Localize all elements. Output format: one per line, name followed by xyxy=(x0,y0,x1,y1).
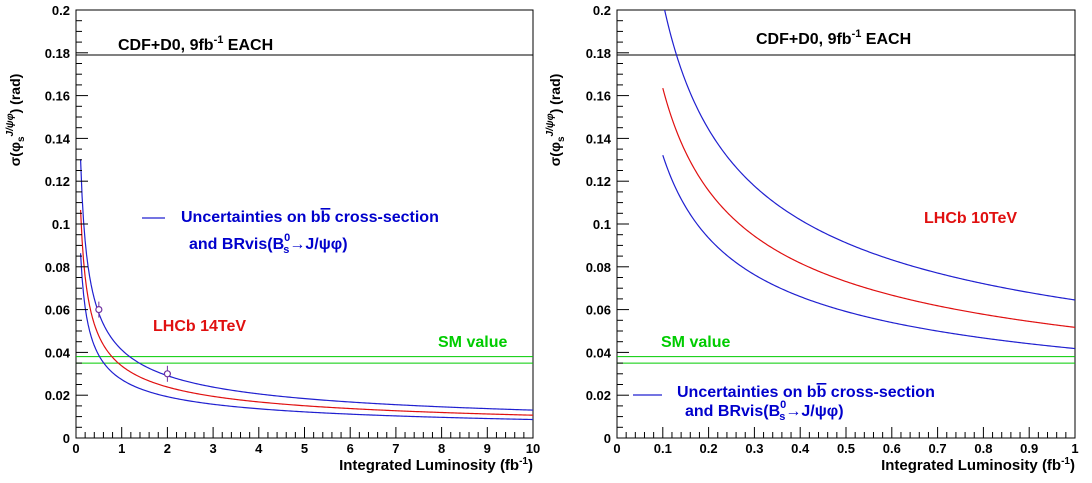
y-tick-label: 0.2 xyxy=(52,3,70,18)
x-tick-label: 3 xyxy=(209,441,216,456)
x-tick-label: 0.3 xyxy=(745,441,763,456)
legend-text-line-2: and BRvis(B0 s→J/ψφ) xyxy=(189,232,348,256)
annotation-cdf-d0: CDF+D0, 9fb-1 EACH xyxy=(756,28,911,48)
x-tick-label: 7 xyxy=(392,441,399,456)
y-axis-label: σ(φsJ/ψφ) (rad) xyxy=(545,74,567,167)
data-point-1 xyxy=(95,306,103,314)
y-tick-label: 0.18 xyxy=(45,46,70,61)
y-tick-label: 0.16 xyxy=(586,89,611,104)
y-tick-label: 0.1 xyxy=(593,217,611,232)
annotation-sm-value: SM value xyxy=(661,334,730,351)
x-tick-label: 0 xyxy=(72,441,79,456)
x-tick-label: 0.4 xyxy=(791,441,810,456)
x-tick-label: 4 xyxy=(255,441,263,456)
series-curve-lower xyxy=(79,253,533,421)
y-tick-label: 0.18 xyxy=(586,46,611,61)
x-axis-label: Integrated Luminosity (fb-1) xyxy=(881,456,1075,474)
y-tick-label: 0.14 xyxy=(45,131,71,146)
y-tick-label: 0.08 xyxy=(45,260,70,275)
annotation-lhcb: LHCb 10TeV xyxy=(924,210,1017,227)
y-tick-label: 0.06 xyxy=(45,303,70,318)
chart-panel-2: 0 0.1 0.2 0.3 0.4 0.5 0.6 0.7 0.8 0.9 1 0 0.02 0.04 0.… xyxy=(545,3,1079,474)
y-tick-label: 0.1 xyxy=(52,217,70,232)
data-point-2 xyxy=(163,370,171,378)
legend-text-line-2: and BRvis(B0 s→J/ψφ) xyxy=(685,399,844,423)
annotation-lhcb: LHCb 14TeV xyxy=(153,318,246,335)
y-tick-label: 0.16 xyxy=(45,89,70,104)
y-tick-label: 0.14 xyxy=(586,131,612,146)
series-curve-upper xyxy=(79,159,533,411)
annotation-sm-value: SM value xyxy=(438,334,507,351)
x-tick-label: 5 xyxy=(301,441,308,456)
chart-panel-1: 0 1 2 3 4 5 6 7 8 9 10 0 0.02 0.04 0.06 0.08 0.1 0.12 0.14… xyxy=(5,3,540,474)
x-tick-label: 1 xyxy=(1071,441,1078,456)
legend-text-line-1: Uncertainties on bb cross-section xyxy=(181,209,439,226)
y-tick-label: 0.06 xyxy=(586,303,611,318)
annotation-cdf-d0: CDF+D0, 9fb-1 EACH xyxy=(118,34,273,54)
x-tick-label: 0.8 xyxy=(974,441,992,456)
y-axis-label: σ(φsJ/ψφ) (rad) xyxy=(5,74,27,167)
legend-text-line-1: Uncertainties on bb cross-section xyxy=(677,384,935,401)
y-tick-label: 0.04 xyxy=(45,345,71,360)
y-tick-label: 0 xyxy=(63,431,70,446)
x-tick-label: 10 xyxy=(526,441,540,456)
x-tick-label: 0.5 xyxy=(837,441,855,456)
y-tick-label: 0.2 xyxy=(593,3,611,18)
y-tick-label: 0.12 xyxy=(45,174,70,189)
y-tick-label: 0 xyxy=(604,431,611,446)
x-tick-label: 0 xyxy=(613,441,620,456)
y-tick-label: 0.12 xyxy=(586,174,611,189)
y-tick-label: 0.02 xyxy=(586,388,611,403)
x-tick-label: 8 xyxy=(438,441,445,456)
y-tick-label: 0.02 xyxy=(45,388,70,403)
x-tick-label: 2 xyxy=(164,441,171,456)
series-curve-central xyxy=(662,87,1075,328)
x-tick-label: 0.2 xyxy=(700,441,718,456)
x-tick-label: 0.1 xyxy=(654,441,672,456)
x-tick-label: 1 xyxy=(118,441,125,456)
x-tick-label: 6 xyxy=(347,441,354,456)
y-tick-label: 0.08 xyxy=(586,260,611,275)
series-curve-central xyxy=(79,209,533,416)
x-tick-label: 0.7 xyxy=(929,441,947,456)
x-tick-label: 9 xyxy=(484,441,491,456)
y-tick-label: 0.04 xyxy=(586,345,612,360)
series-curve-upper xyxy=(664,10,1075,301)
series-curve-lower xyxy=(662,154,1075,350)
x-tick-label: 0.6 xyxy=(883,441,901,456)
x-tick-label: 0.9 xyxy=(1020,441,1038,456)
x-axis-label: Integrated Luminosity (fb-1) xyxy=(339,456,533,474)
